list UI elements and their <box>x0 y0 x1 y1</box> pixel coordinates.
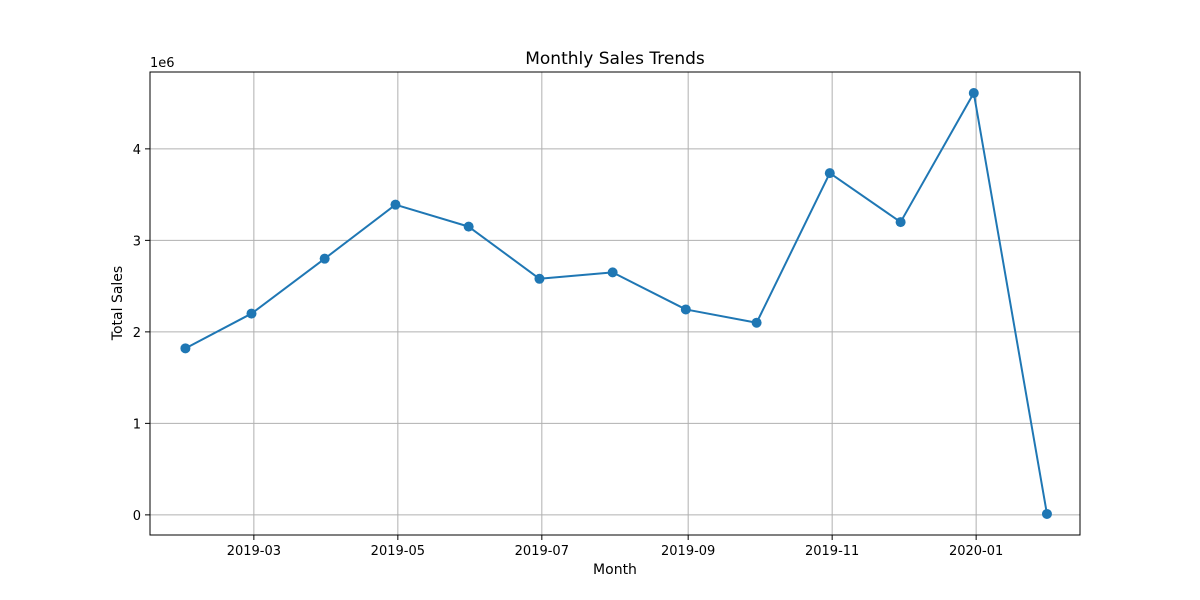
y-tick-label: 0 <box>133 509 141 524</box>
x-tick-label: 2019-09 <box>661 544 715 559</box>
y-axis-label: Total Sales <box>110 266 126 341</box>
y-axis-offset-label: 1e6 <box>150 56 175 71</box>
data-point <box>463 221 474 232</box>
data-point <box>1041 508 1052 519</box>
x-tick-label: 2019-11 <box>805 544 859 559</box>
y-tick-label: 3 <box>133 234 141 249</box>
x-tick-label: 2019-03 <box>227 544 281 559</box>
x-tick-label: 2020-01 <box>949 544 1003 559</box>
x-tick-label: 2019-07 <box>515 544 569 559</box>
data-point <box>824 168 835 179</box>
data-point <box>968 88 979 99</box>
x-tick-label: 2019-05 <box>371 544 425 559</box>
chart-title: Monthly Sales Trends <box>525 49 705 69</box>
data-point <box>246 308 257 319</box>
data-point <box>180 343 191 354</box>
plot-frame <box>149 71 1081 536</box>
data-point <box>534 273 545 284</box>
data-point <box>390 199 401 210</box>
data-point <box>895 217 906 228</box>
data-point <box>319 253 330 264</box>
data-point <box>607 267 618 278</box>
grid <box>150 72 1080 535</box>
axis-ticks: 2019-03 2019-05 2019-07 2019-09 2019-11 2020-… <box>133 143 1004 559</box>
x-axis-label: Month <box>593 562 637 578</box>
data-point <box>680 304 691 315</box>
y-tick-label: 1 <box>133 417 141 432</box>
y-tick-label: 4 <box>133 143 141 158</box>
plot-series <box>180 88 1052 519</box>
y-tick-label: 2 <box>133 326 141 341</box>
data-point <box>751 317 762 328</box>
